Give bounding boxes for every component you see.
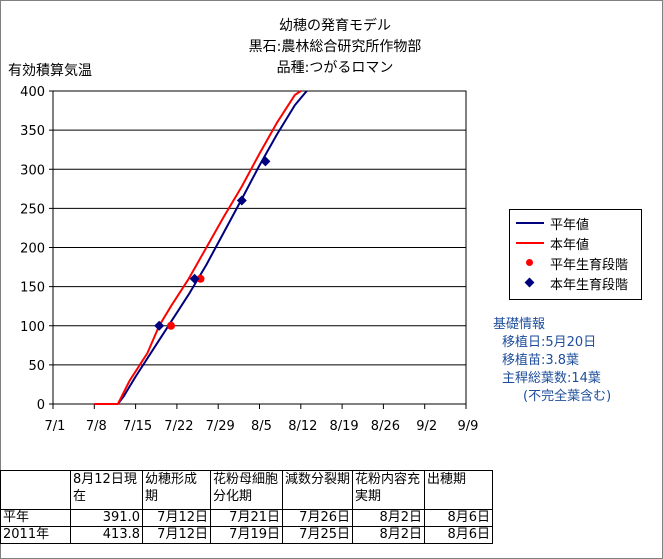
stage-marker-current	[189, 273, 200, 284]
stage-marker-normal	[196, 274, 205, 283]
series-line-1	[94, 90, 302, 405]
y-tick-label: 350	[20, 124, 45, 139]
table-cell: 平年	[0, 509, 71, 527]
chart-subtitle-location: 黒石:農林総合研究所作物部	[248, 39, 422, 55]
table-header: 8月12日現在	[70, 470, 143, 510]
y-tick-label: 50	[28, 359, 45, 374]
x-tick-label: 9/2	[416, 419, 437, 434]
table-cell: 8月6日	[424, 526, 493, 544]
chart-title: 幼穂の発育モデル	[279, 18, 391, 34]
grid	[53, 90, 466, 366]
x-tick-label: 7/15	[123, 419, 152, 434]
y-tick-label: 300	[20, 163, 45, 178]
legend-item-normal-stage: 平年生育段階	[516, 254, 629, 273]
x-tick-label: 8/26	[371, 419, 400, 434]
legend-item-current-line: 本年値	[516, 234, 590, 253]
table-cell: 8月6日	[424, 509, 493, 527]
info-title: 基礎情報	[493, 317, 546, 332]
y-axis-title: 有効積算気温	[8, 63, 92, 79]
stage-table: 8月12日現在 幼穂形成期 花粉母細胞分化期 減数分裂期 花粉内容充実期 出穂期…	[0, 470, 493, 544]
table-cell: 7月12日	[142, 526, 211, 544]
x-tick-label: 8/19	[329, 419, 358, 434]
table-cell: 8月2日	[352, 509, 425, 527]
tick-labels: 0 50 100 150 200 250 300 350 400 7/1 7/8 7/15 7/22 7/…	[20, 85, 478, 434]
table-row: 平年 391.0 7月12日 7月21日 7月26日 8月2日 8月6日	[0, 509, 493, 527]
legend-item-current-stage: 本年生育段階	[516, 274, 629, 293]
table-header: 花粉内容充実期	[352, 470, 425, 510]
legend-label: 本年値	[550, 237, 590, 253]
table-cell: 413.8	[70, 526, 143, 544]
legend-label: 平年値	[550, 217, 590, 233]
x-tick-label: 7/22	[164, 419, 193, 434]
stage-marker-current	[154, 320, 165, 331]
table-header: 減数分裂期	[282, 470, 353, 510]
table-cell: 2011年	[0, 526, 71, 544]
y-tick-label: 200	[20, 242, 45, 257]
x-tick-label: 7/1	[45, 419, 66, 434]
chart-subtitle-variety: 品種:つがるロマン	[276, 60, 394, 76]
table-cell: 7月25日	[282, 526, 353, 544]
stage-marker-normal	[167, 321, 175, 330]
legend: 平年値 本年値 平年生育段階 本年生育段階	[509, 209, 642, 300]
stage-marker-current	[260, 156, 271, 167]
x-tick-label: 7/8	[86, 419, 107, 434]
table-cell: 7月12日	[142, 509, 211, 527]
x-tick-label: 7/29	[206, 419, 235, 434]
table-cell: 391.0	[70, 509, 143, 527]
info-box: 基礎情報 移植日:5月20日 移植苗:3.8葉 主稈総葉数:14葉 (不完全葉含…	[493, 316, 611, 406]
table-header: 花粉母細胞分化期	[210, 470, 283, 510]
table-cell: 7月19日	[210, 526, 283, 544]
chart-plot: 0 50 100 150 200 250 300 350 400 7/1 7/8 7/15 7/22 7/…	[20, 85, 478, 434]
stage-marker-current	[236, 195, 247, 206]
x-tick-label: 9/9	[458, 419, 479, 434]
table-cell: 7月21日	[210, 509, 283, 527]
axes	[49, 90, 467, 409]
table-header: 出穂期	[424, 470, 493, 510]
table-row: 2011年 413.8 7月12日 7月19日 7月25日 8月2日 8月6日	[0, 526, 493, 544]
x-tick-label: 8/5	[251, 419, 272, 434]
y-tick-label: 100	[20, 320, 45, 335]
table-header-row: 8月12日現在 幼穂形成期 花粉母細胞分化期 減数分裂期 花粉内容充実期 出穂期	[0, 470, 493, 510]
table-cell: 7月26日	[282, 509, 353, 527]
y-tick-label: 250	[20, 202, 45, 217]
info-line: 移植苗:3.8葉	[502, 353, 580, 368]
info-line: 移植日:5月20日	[502, 335, 597, 350]
table-cell: 8月2日	[352, 526, 425, 544]
y-tick-label: 0	[37, 398, 45, 413]
table-header	[0, 470, 71, 510]
legend-label: 平年生育段階	[550, 257, 629, 273]
info-line: 主稈総葉数:14葉	[502, 371, 601, 386]
series-layer	[94, 90, 308, 405]
y-tick-label: 400	[20, 85, 45, 100]
legend-label: 本年生育段階	[550, 277, 629, 293]
table-header: 幼穂形成期	[142, 470, 211, 510]
x-tick-label: 8/12	[288, 419, 317, 434]
legend-item-normal-line: 平年値	[516, 214, 590, 233]
info-line: (不完全葉含む)	[523, 389, 612, 404]
y-tick-label: 150	[20, 281, 45, 296]
